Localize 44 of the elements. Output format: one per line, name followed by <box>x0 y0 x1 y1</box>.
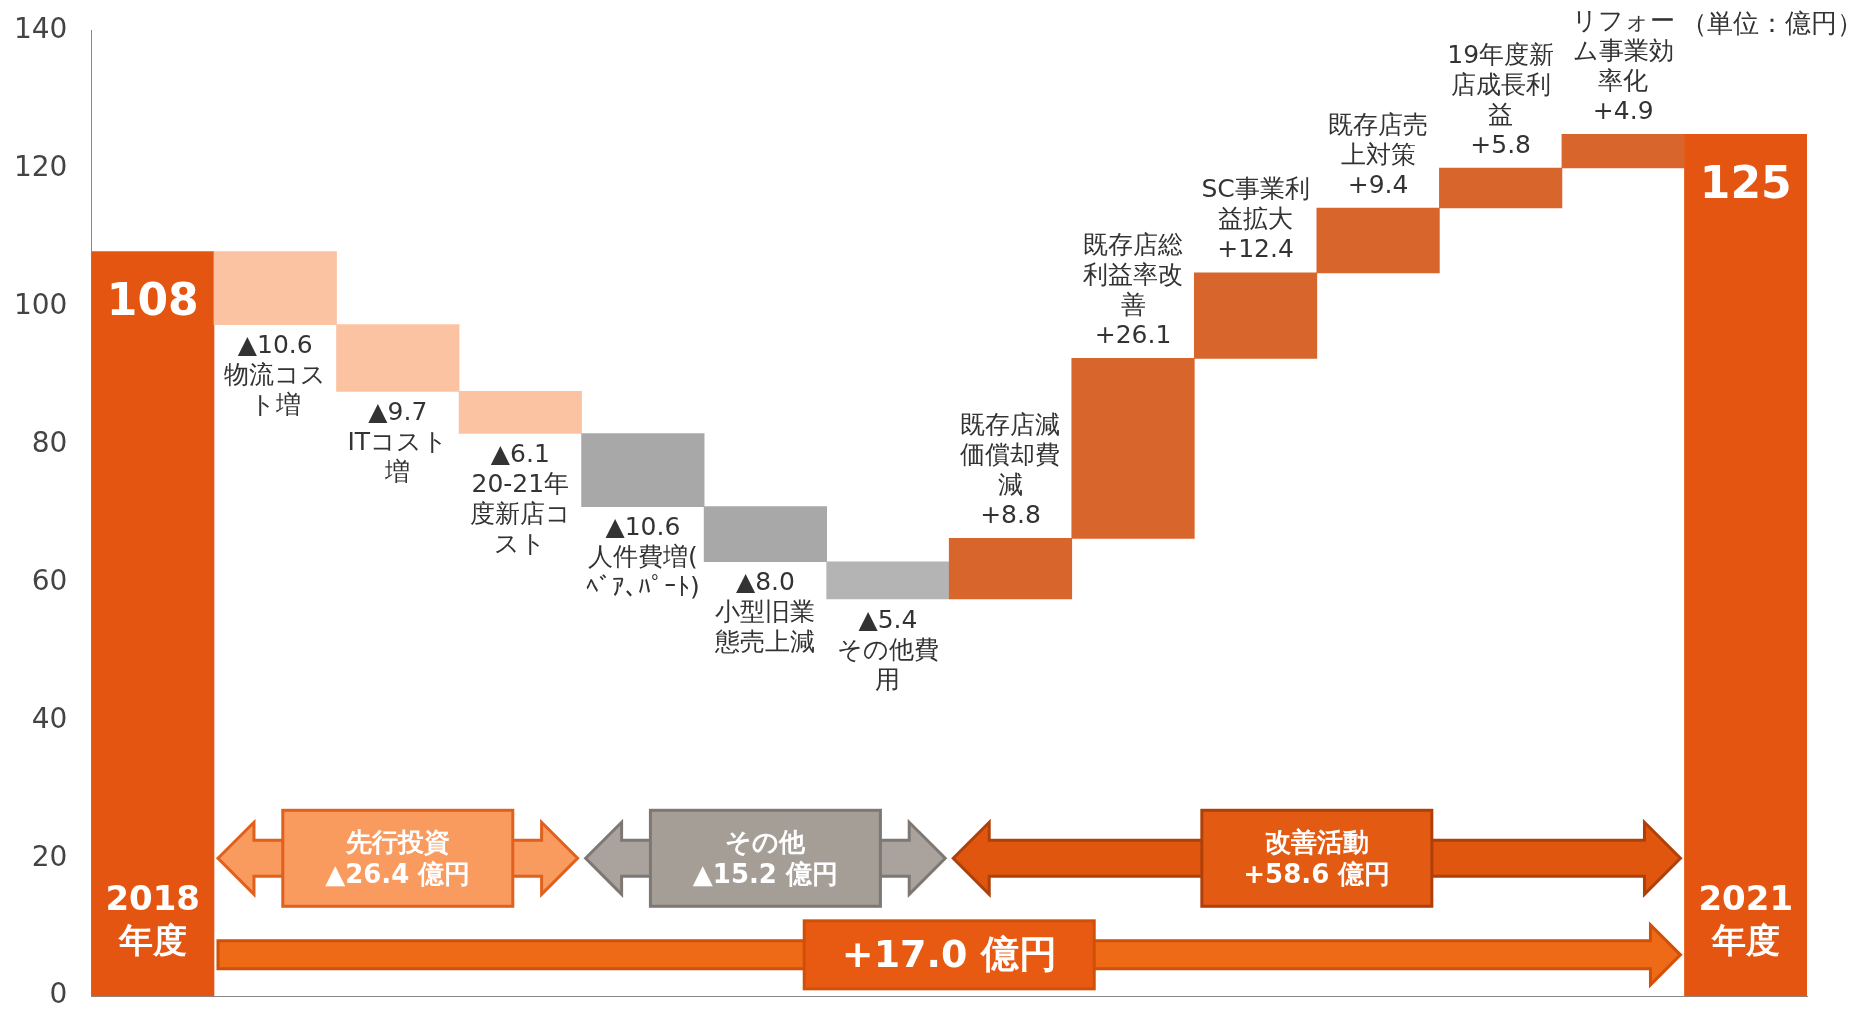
x-tick-label: 20-21年度新店コスト <box>469 469 571 559</box>
x-tick-label: 19年度新店成長利益 <box>1447 39 1555 129</box>
x-tick-label: 人件費増(ﾍﾞｱ､ﾊﾟｰﾄ) <box>585 542 700 602</box>
x-tick-label: 2021年度 <box>1698 878 1794 961</box>
annotation: （単位：億円） <box>1681 7 1863 40</box>
data-label: 125 <box>1699 156 1792 208</box>
data-label: ▲6.1 <box>490 439 550 469</box>
y-tick-label: 100 <box>13 287 68 321</box>
data-label: ▲10.6 <box>237 330 313 360</box>
annotation: 改善活動 +58.6 億円 <box>1201 810 1432 907</box>
x-tick-label: 既存店減価償却費減 <box>960 409 1061 499</box>
y-tick-label: 80 <box>31 425 68 459</box>
x-tick-label: SC事業利益拡大 <box>1201 174 1310 234</box>
data-label: +5.8 <box>1470 129 1532 159</box>
y-tick-label: 40 <box>31 701 68 735</box>
bar <box>1684 133 1807 997</box>
y-tick-label: 120 <box>13 150 68 183</box>
x-tick-label: 既存店売上対策 <box>1328 109 1429 169</box>
x-tick-label: リフォーム事業効率化 <box>1571 5 1675 95</box>
data-label: ▲10.6 <box>605 512 681 542</box>
data-label: +12.4 <box>1217 234 1294 264</box>
annotation: +17.0 億円 <box>804 920 1095 989</box>
data-label: +26.1 <box>1094 319 1172 349</box>
y-tick-label: 0 <box>49 977 68 1011</box>
data-label: +9.4 <box>1347 169 1409 199</box>
data-label: ▲8.0 <box>735 567 795 597</box>
data-label: ▲9.7 <box>368 396 428 426</box>
x-tick-label: 既存店総利益率改善 <box>1083 229 1184 319</box>
annotation: 先行投資 ▲26.4 億円 <box>282 810 513 907</box>
bar <box>91 251 215 997</box>
data-label: +4.9 <box>1592 95 1654 125</box>
y-tick-label: 20 <box>31 839 68 873</box>
data-label: +8.8 <box>980 499 1041 529</box>
data-label: 108 <box>106 273 199 325</box>
y-tick-label: 140 <box>13 12 68 46</box>
data-label: ▲5.4 <box>858 604 918 634</box>
y-tick-label: 60 <box>31 563 68 597</box>
x-tick-label: 小型旧業態売上減 <box>714 597 816 657</box>
annotation: その他 ▲15.2 億円 <box>650 810 881 907</box>
bar <box>1561 133 1685 169</box>
x-tick-label: その他費用 <box>836 634 939 694</box>
x-tick-label: ITコスト増 <box>347 426 449 486</box>
x-tick-label: 物流コスト増 <box>224 360 327 420</box>
x-tick-label: 2018年度 <box>105 878 201 961</box>
